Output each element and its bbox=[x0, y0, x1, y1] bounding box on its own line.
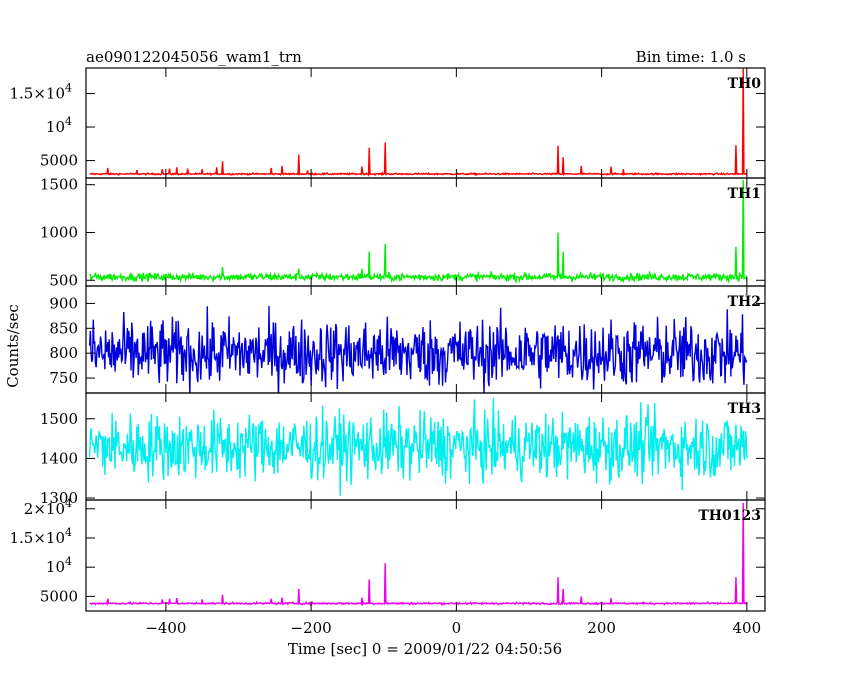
x-axis-label: Time [sec] 0 = 2009/01/22 04:50:56 bbox=[288, 640, 562, 658]
panels-group: 1.5×104 104 5000 TH0 1500 1000 500 TH1 900 850 800… bbox=[9, 67, 766, 637]
y-tick-label: 1.5×104 bbox=[9, 81, 72, 102]
x-tick-label: −400 bbox=[145, 619, 186, 637]
panel-th3: 1500 1400 1300 TH3 bbox=[40, 392, 766, 507]
y-tick-label: 750 bbox=[49, 369, 78, 387]
series-line-th0123 bbox=[89, 502, 748, 607]
y-tick-label: 1400 bbox=[40, 449, 78, 467]
panel-th1: 1500 1000 500 TH1 bbox=[40, 176, 766, 289]
y-tick-label: 1500 bbox=[40, 176, 78, 194]
y-tick-label: 500 bbox=[49, 271, 78, 289]
y-tick-label: 5000 bbox=[40, 152, 78, 170]
x-tick-label: 400 bbox=[733, 619, 762, 637]
panel-frame-th0123 bbox=[85, 499, 766, 612]
y-tick-label: 900 bbox=[49, 294, 78, 312]
y-tick-label: 1500 bbox=[40, 410, 78, 428]
y-tick-label: 800 bbox=[49, 344, 78, 362]
panel-th0: 1.5×104 104 5000 TH0 bbox=[9, 67, 766, 179]
y-tick-label: 850 bbox=[49, 319, 78, 337]
series-line-th3 bbox=[88, 397, 748, 496]
panel-th2: 900 850 800 750 TH2 bbox=[49, 285, 766, 394]
panel-label-th0: TH0 bbox=[728, 76, 762, 92]
y-tick-label: 104 bbox=[46, 555, 72, 576]
y-axis-label: Counts/sec bbox=[4, 304, 22, 388]
series-line-th1 bbox=[89, 179, 748, 285]
panel-label-th0123: TH0123 bbox=[698, 508, 761, 524]
panel-label-th2: TH2 bbox=[728, 294, 761, 310]
panel-frame-th1 bbox=[85, 177, 766, 287]
y-tick-label: 5000 bbox=[40, 587, 78, 605]
x-tick-label: −200 bbox=[291, 619, 332, 637]
x-tick-label: 200 bbox=[587, 619, 616, 637]
panel-label-th1: TH1 bbox=[728, 186, 761, 202]
x-tick-label: 0 bbox=[452, 619, 462, 637]
y-tick-label: 2×104 bbox=[24, 497, 72, 518]
y-tick-label: 1000 bbox=[40, 223, 78, 241]
y-tick-label: 1.5×104 bbox=[9, 526, 72, 547]
series-line-th0 bbox=[89, 68, 748, 177]
series-line-th2 bbox=[88, 305, 748, 393]
panel-th0123: 2×104 1.5×104 104 5000 TH0123 bbox=[9, 497, 766, 612]
chart-title-right: Bin time: 1.0 s bbox=[636, 48, 746, 66]
y-tick-label: 104 bbox=[46, 115, 72, 136]
y-tick-label: 1300 bbox=[40, 489, 78, 507]
chart-title-left: ae090122045056_wam1_trn bbox=[86, 48, 302, 66]
panel-frame-th0 bbox=[85, 67, 766, 179]
panel-label-th3: TH3 bbox=[728, 401, 761, 417]
